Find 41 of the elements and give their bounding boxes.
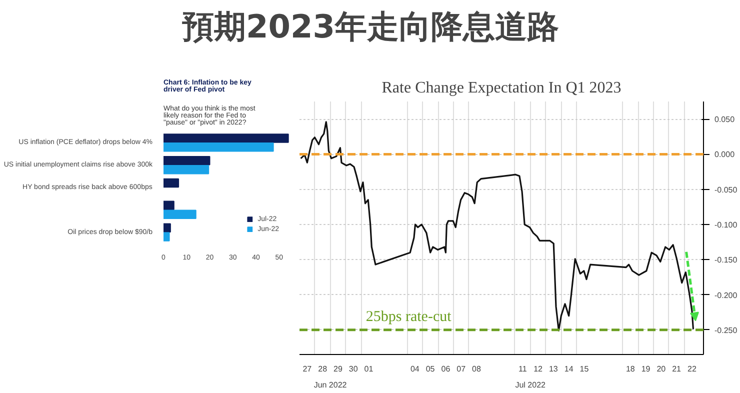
x-tick-label: 11 [518, 364, 528, 374]
x-tick-label: 13 [548, 364, 558, 374]
x-tick-label: 19 [641, 364, 651, 374]
bar [164, 164, 210, 174]
bar [164, 223, 171, 232]
y-tick-label: -0.150 [714, 256, 738, 265]
x-tick-label: 07 [456, 364, 466, 374]
x-tick-label: 05 [426, 364, 436, 374]
y-tick-label: -0.100 [714, 220, 738, 230]
text: Jul 2022 [515, 380, 546, 390]
x-tick-label: 15 [580, 364, 590, 374]
x-tick-label: 27 [302, 364, 312, 374]
x-tick-label: 21 [672, 364, 682, 374]
x-tick-label: 20 [656, 364, 666, 374]
y-tick-label: -0.250 [714, 326, 738, 335]
x-tick-label: 22 [688, 364, 697, 374]
x-tick-label: 04 [410, 364, 420, 374]
x-tick-label: 12 [534, 364, 544, 374]
x-tick-label: 01 [364, 364, 374, 374]
bar [164, 232, 170, 242]
bar [164, 142, 274, 152]
bar [164, 134, 289, 143]
x-tick-label: 06 [441, 364, 451, 374]
x-tick-label: 18 [626, 364, 636, 374]
y-tick-label: 0.000 [714, 150, 736, 160]
bar [164, 200, 174, 210]
x-tick-label: 29 [334, 364, 343, 374]
y-tick-label: -0.050 [714, 185, 738, 194]
bar [164, 156, 210, 166]
x-tick-label: 30 [348, 364, 358, 374]
y-tick-label: 0.050 [714, 115, 736, 124]
y-tick-label: -0.200 [714, 290, 738, 300]
bar [164, 210, 196, 219]
ref-line-label: 25bps rate-cut [366, 308, 452, 325]
bar [164, 178, 180, 188]
chart-title: Rate Change Expectation In Q1 2023 [382, 80, 622, 96]
x-tick-label: 14 [564, 364, 574, 374]
x-tick-label: 08 [472, 364, 482, 374]
x-tick-label: 28 [318, 364, 328, 374]
text: 預期2023年走向降息道路 [182, 8, 560, 46]
text: Jun 2022 [314, 380, 348, 390]
